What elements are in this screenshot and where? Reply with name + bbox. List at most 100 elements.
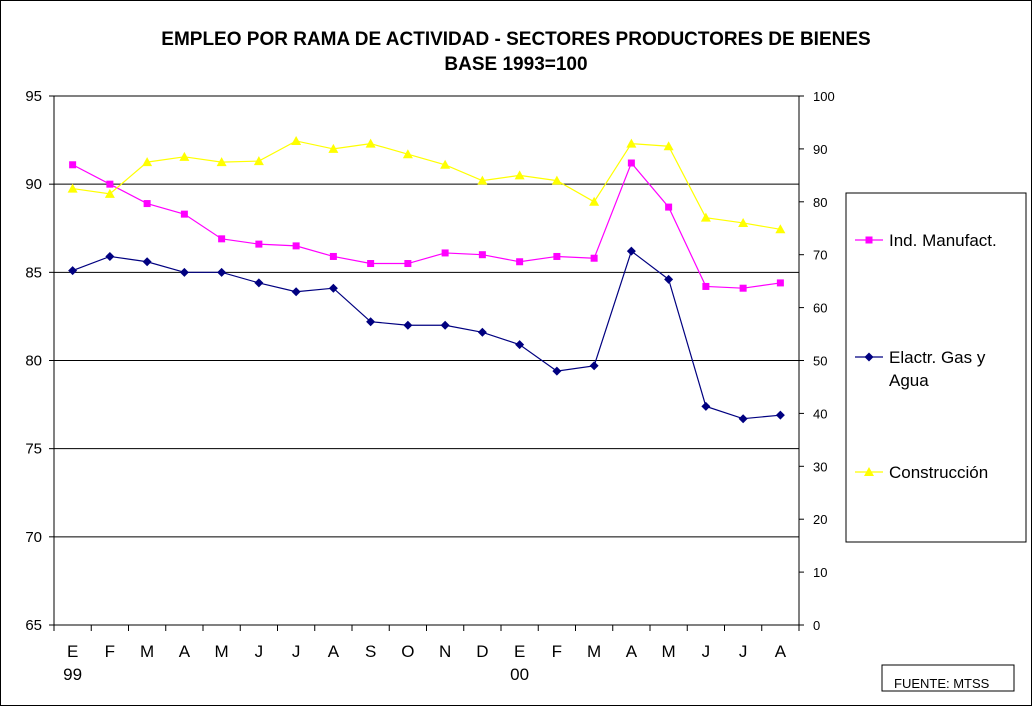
data-point-ind-manufact xyxy=(627,159,635,167)
legend-label-ind-manufact: Ind. Manufact. xyxy=(889,231,997,250)
x-tick-label: J xyxy=(739,642,748,661)
data-point-ind-manufact xyxy=(553,252,561,260)
x-tick-label: A xyxy=(179,642,191,661)
data-point-electr-gas-agua xyxy=(626,246,636,256)
series-line-electr-gas-agua xyxy=(72,250,781,420)
legend-label-electr-gas-agua: Elactr. Gas y xyxy=(889,348,986,367)
data-point-electr-gas-agua xyxy=(552,366,562,376)
data-point-construccion xyxy=(514,170,525,180)
data-point-construccion xyxy=(402,149,413,159)
data-point-construccion xyxy=(67,183,78,193)
chart-subtitle: BASE 1993=100 xyxy=(444,54,587,75)
data-point-electr-gas-agua xyxy=(105,251,115,261)
data-point-construccion xyxy=(700,212,711,222)
y-left-tick-label: 65 xyxy=(25,617,42,634)
data-point-electr-gas-agua xyxy=(403,320,413,330)
legend-label-construccion: Construcción xyxy=(889,463,988,482)
data-point-construccion xyxy=(142,157,153,167)
y-right-tick-label: 90 xyxy=(813,142,827,157)
series-line-ind-manufact xyxy=(72,161,781,289)
x-tick-label: D xyxy=(476,642,488,661)
axes: 65 70 75 80 85 90 95 0 10 20 30 40 50 60 70 80 90 100 E F M A… xyxy=(25,88,834,684)
x-tick-label: N xyxy=(439,642,451,661)
x-tick-label: J xyxy=(292,642,301,661)
legend-marker-ind-manufact xyxy=(865,236,873,244)
data-point-construccion xyxy=(626,138,637,148)
chart-title: EMPLEO POR RAMA DE ACTIVIDAD - SECTORES … xyxy=(161,29,870,50)
data-point-electr-gas-agua xyxy=(440,320,450,330)
source-label: FUENTE: MTSS xyxy=(894,676,990,691)
data-point-electr-gas-agua xyxy=(515,340,525,350)
x-tick-label: O xyxy=(401,642,414,661)
y-right-tick-label: 30 xyxy=(813,459,827,474)
data-point-construccion xyxy=(440,159,451,169)
x-year-label: 99 xyxy=(63,665,82,684)
data-point-ind-manufact xyxy=(441,249,449,257)
y-right-tick-label: 100 xyxy=(813,89,835,104)
x-tick-label: J xyxy=(255,642,264,661)
legend: Ind. Manufact. Elactr. Gas y Agua Construcc… xyxy=(855,231,997,482)
data-point-construccion xyxy=(365,138,376,148)
y-right-tick-label: 50 xyxy=(813,354,827,369)
gridlines xyxy=(54,183,799,538)
data-point-electr-gas-agua xyxy=(217,267,227,277)
data-point-construccion xyxy=(328,143,339,153)
data-point-construccion xyxy=(738,217,749,227)
data-point-electr-gas-agua xyxy=(254,278,264,288)
data-point-construccion xyxy=(179,151,190,161)
x-tick-label: F xyxy=(552,642,562,661)
series xyxy=(67,135,786,424)
x-tick-label: M xyxy=(215,642,229,661)
data-point-ind-manufact xyxy=(404,260,412,268)
x-tick-label: E xyxy=(514,642,525,661)
data-point-electr-gas-agua xyxy=(738,414,748,424)
x-tick-label: A xyxy=(328,642,340,661)
y-right-tick-label: 10 xyxy=(813,565,827,580)
data-point-ind-manufact xyxy=(69,161,77,169)
x-tick-label: F xyxy=(105,642,115,661)
data-point-ind-manufact xyxy=(106,180,114,188)
data-point-ind-manufact xyxy=(143,200,151,208)
x-tick-label: A xyxy=(775,642,787,661)
data-point-ind-manufact xyxy=(776,279,784,287)
y-right-tick-label: 70 xyxy=(813,248,827,263)
x-tick-label: E xyxy=(67,642,78,661)
data-point-construccion xyxy=(551,175,562,185)
data-point-electr-gas-agua xyxy=(179,267,189,277)
x-tick-label: A xyxy=(626,642,638,661)
data-point-construccion xyxy=(663,141,674,151)
y-left-tick-label: 90 xyxy=(25,176,42,193)
y-left-tick-label: 75 xyxy=(25,441,42,458)
x-tick-label: J xyxy=(702,642,711,661)
data-point-electr-gas-agua xyxy=(664,274,674,284)
data-point-electr-gas-agua xyxy=(328,283,338,293)
y-right-tick-label: 20 xyxy=(813,512,827,527)
data-point-construccion xyxy=(253,156,264,166)
y-right-tick-label: 0 xyxy=(813,618,820,633)
legend-label-electr-gas-agua: Agua xyxy=(889,371,929,390)
data-point-electr-gas-agua xyxy=(291,287,301,297)
series-line-construccion xyxy=(72,140,781,230)
y-right-tick-label: 40 xyxy=(813,406,827,421)
data-point-construccion xyxy=(291,135,302,145)
y-right-tick-label: 60 xyxy=(813,301,827,316)
y-right-tick-label: 80 xyxy=(813,195,827,210)
x-tick-label: M xyxy=(662,642,676,661)
data-point-ind-manufact xyxy=(367,260,375,268)
data-point-construccion xyxy=(775,224,786,234)
data-point-ind-manufact xyxy=(218,235,226,243)
legend-marker-construccion xyxy=(864,467,874,476)
data-point-ind-manufact xyxy=(255,240,263,248)
data-point-electr-gas-agua xyxy=(589,361,599,371)
data-point-ind-manufact xyxy=(739,284,747,292)
y-left-tick-label: 80 xyxy=(25,353,42,370)
data-point-electr-gas-agua xyxy=(68,266,78,276)
x-tick-label: M xyxy=(587,642,601,661)
data-point-ind-manufact xyxy=(590,254,598,262)
data-point-construccion xyxy=(216,157,227,167)
data-point-ind-manufact xyxy=(665,203,673,211)
data-point-ind-manufact xyxy=(478,251,486,259)
data-point-ind-manufact xyxy=(702,282,710,290)
data-point-construccion xyxy=(477,175,488,185)
